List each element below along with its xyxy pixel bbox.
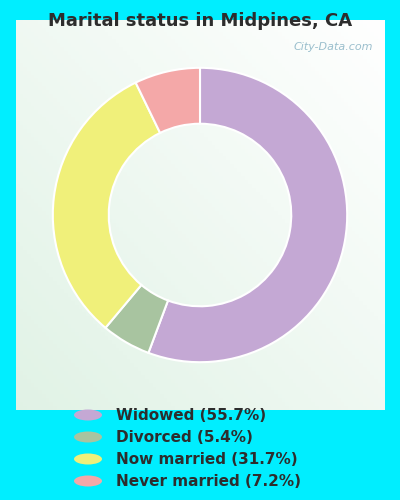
Ellipse shape xyxy=(74,410,102,420)
Text: Widowed (55.7%): Widowed (55.7%) xyxy=(116,408,266,422)
Ellipse shape xyxy=(74,476,102,486)
Text: City-Data.com: City-Data.com xyxy=(294,42,373,52)
Text: Marital status in Midpines, CA: Marital status in Midpines, CA xyxy=(48,12,352,30)
Wedge shape xyxy=(148,68,347,362)
Wedge shape xyxy=(136,68,200,133)
Wedge shape xyxy=(106,285,168,353)
Text: Now married (31.7%): Now married (31.7%) xyxy=(116,452,298,466)
Text: Never married (7.2%): Never married (7.2%) xyxy=(116,474,301,488)
Ellipse shape xyxy=(74,454,102,464)
Wedge shape xyxy=(53,82,160,328)
Text: Divorced (5.4%): Divorced (5.4%) xyxy=(116,430,253,444)
Ellipse shape xyxy=(74,432,102,442)
